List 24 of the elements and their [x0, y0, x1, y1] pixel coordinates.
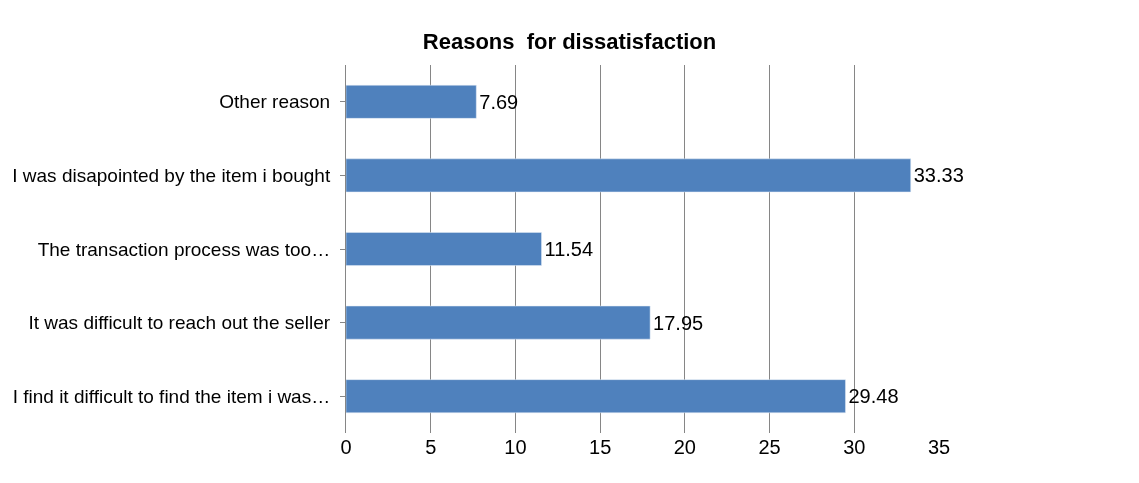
y-tick-label: Other reason: [219, 91, 331, 113]
x-tick-label: 20: [673, 436, 696, 458]
data-label: 29.48: [848, 385, 899, 408]
x-tick-label: 15: [589, 436, 612, 458]
bar: [346, 379, 846, 414]
x-tick-label: 25: [758, 436, 781, 458]
x-tick-label: 5: [425, 436, 437, 458]
bar: [346, 84, 477, 119]
x-tick-label: 35: [927, 436, 951, 458]
y-tick-label: The transaction process was too…: [37, 238, 331, 260]
y-tick-label: I was disapointed by the item i bought: [12, 165, 331, 187]
data-label: 33.33: [913, 164, 964, 187]
y-tick-label: It was difficult to reach out the seller: [28, 312, 331, 334]
x-tick-label: 0: [340, 436, 352, 458]
bar: [346, 232, 542, 266]
bar: [346, 158, 911, 193]
data-label: 11.54: [544, 238, 594, 260]
data-label: 17.95: [653, 311, 704, 334]
x-tick-label: 10: [504, 436, 527, 458]
data-label: 7.69: [479, 90, 519, 113]
x-tick-label: 30: [843, 436, 866, 458]
y-tick-label: I find it difficult to find the item i was…: [12, 385, 331, 407]
bar: [346, 305, 651, 340]
chart-title: Reasons for dissatisfaction: [422, 29, 717, 55]
